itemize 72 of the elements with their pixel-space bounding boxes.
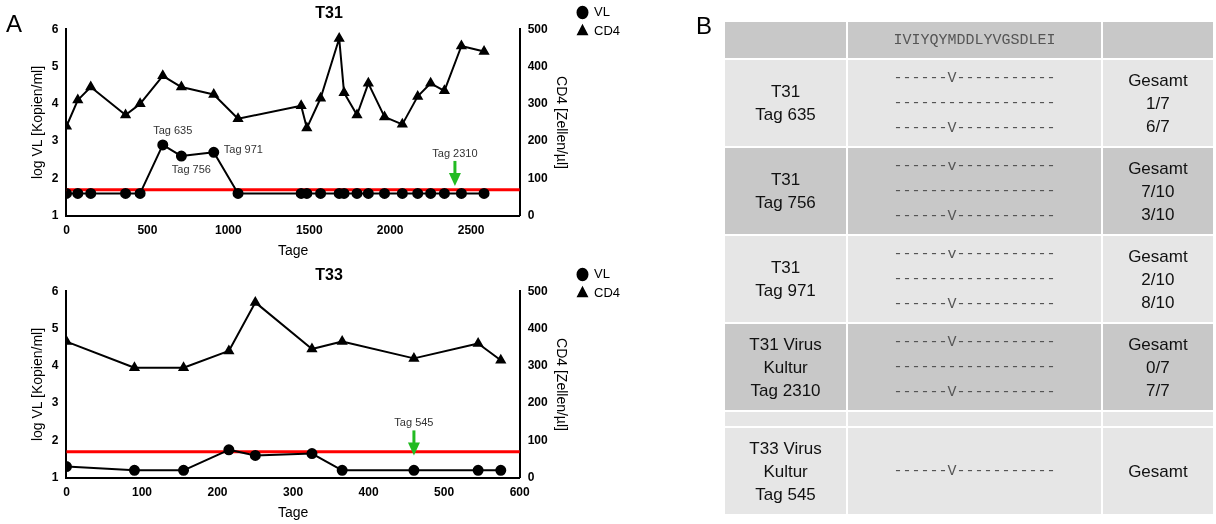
y2-tick-label: 400 <box>527 320 549 335</box>
x-tick-label: 400 <box>358 485 379 500</box>
legend-label: VL <box>593 266 610 282</box>
y-tick-label: 1 <box>51 208 59 223</box>
y-tick-label: 1 <box>51 470 59 485</box>
x-tick-label: 100 <box>131 485 153 500</box>
x-tick-label: 500 <box>434 485 455 500</box>
y2-axis-title: CD4 [Zellen/µl] <box>554 338 571 431</box>
text: IVIYQYMDDLYVGSDLEI <box>848 22 1101 58</box>
y-tick-label: 6 <box>51 283 59 298</box>
x-tick-label: 600 <box>509 485 530 500</box>
text: ------V----------- ------------------ ------V----------- <box>848 324 1101 410</box>
x-tick-label: 300 <box>283 485 304 500</box>
text: T31 Virus Kultur Tag 2310 <box>725 324 847 410</box>
x-tick-label: 1000 <box>214 223 242 238</box>
y-tick-label: 5 <box>51 58 59 73</box>
annotation: Tag 756 <box>171 163 211 176</box>
x-axis-title: Tage <box>277 242 309 259</box>
y2-axis-title: CD4 [Zellen/µl] <box>554 76 571 169</box>
x-tick-label: 1500 <box>295 223 323 238</box>
legend-label: VL <box>593 4 610 20</box>
text: ------V----------- <box>848 428 1101 514</box>
x-tick-label: 500 <box>137 223 158 238</box>
y2-tick-label: 500 <box>527 283 549 298</box>
y2-tick-label: 0 <box>527 208 535 223</box>
chart-title: T33 <box>315 266 343 284</box>
text: ------V----------- ------------------ ------V----------- <box>848 60 1101 146</box>
chart-title: T31 <box>315 4 343 22</box>
y-axis-title: log VL [Kopien/ml] <box>29 327 46 442</box>
text: Gesamt 1/7 6/7 <box>1102 60 1213 146</box>
text: T31 Tag 756 <box>725 148 847 234</box>
y-tick-label: 2 <box>51 432 59 447</box>
x-tick-label: 2500 <box>457 223 485 238</box>
text: Gesamt 0/7 7/7 <box>1102 324 1213 410</box>
text: B <box>696 12 713 40</box>
text: A <box>6 10 23 38</box>
text: T33 Virus Kultur Tag 545 <box>725 428 847 514</box>
text: Gesamt 7/10 3/10 <box>1102 148 1213 234</box>
y-tick-label: 2 <box>51 170 59 185</box>
y2-tick-label: 100 <box>527 432 549 447</box>
annotation: Tag 2310 <box>432 146 478 159</box>
text: Gesamt <box>1102 428 1213 514</box>
y2-tick-label: 400 <box>527 58 549 73</box>
y2-tick-label: 300 <box>527 358 549 373</box>
y-tick-label: 6 <box>51 21 59 36</box>
legend-label: CD4 <box>593 23 621 39</box>
x-tick-label: 0 <box>63 223 71 238</box>
y2-tick-label: 0 <box>527 470 535 485</box>
x-tick-label: 2000 <box>376 223 404 238</box>
y-tick-label: 4 <box>51 358 59 373</box>
y-tick-label: 4 <box>51 96 59 111</box>
y2-tick-label: 300 <box>527 96 549 111</box>
y-tick-label: 3 <box>51 133 59 148</box>
legend-label: CD4 <box>593 285 621 301</box>
y-tick-label: 5 <box>51 320 59 335</box>
y2-tick-label: 200 <box>527 133 549 148</box>
text: ------v----------- ------------------ ------V----------- <box>848 236 1101 322</box>
annotation: Tag 545 <box>394 416 434 429</box>
annotation: Tag 635 <box>153 123 193 136</box>
x-axis-title: Tage <box>277 504 309 521</box>
y2-tick-label: 200 <box>527 395 549 410</box>
y-axis-title: log VL [Kopien/ml] <box>29 65 46 180</box>
annotation: Tag 971 <box>223 143 263 156</box>
text: T31 Tag 635 <box>725 60 847 146</box>
text: Gesamt 2/10 8/10 <box>1102 236 1213 322</box>
y2-tick-label: 500 <box>527 21 549 36</box>
text: ------v----------- ------------------ ------V----------- <box>848 148 1101 234</box>
x-tick-label: 0 <box>63 485 71 500</box>
x-tick-label: 200 <box>207 485 228 500</box>
y-tick-label: 3 <box>51 395 59 410</box>
y2-tick-label: 100 <box>527 170 549 185</box>
text: T31 Tag 971 <box>725 236 847 322</box>
